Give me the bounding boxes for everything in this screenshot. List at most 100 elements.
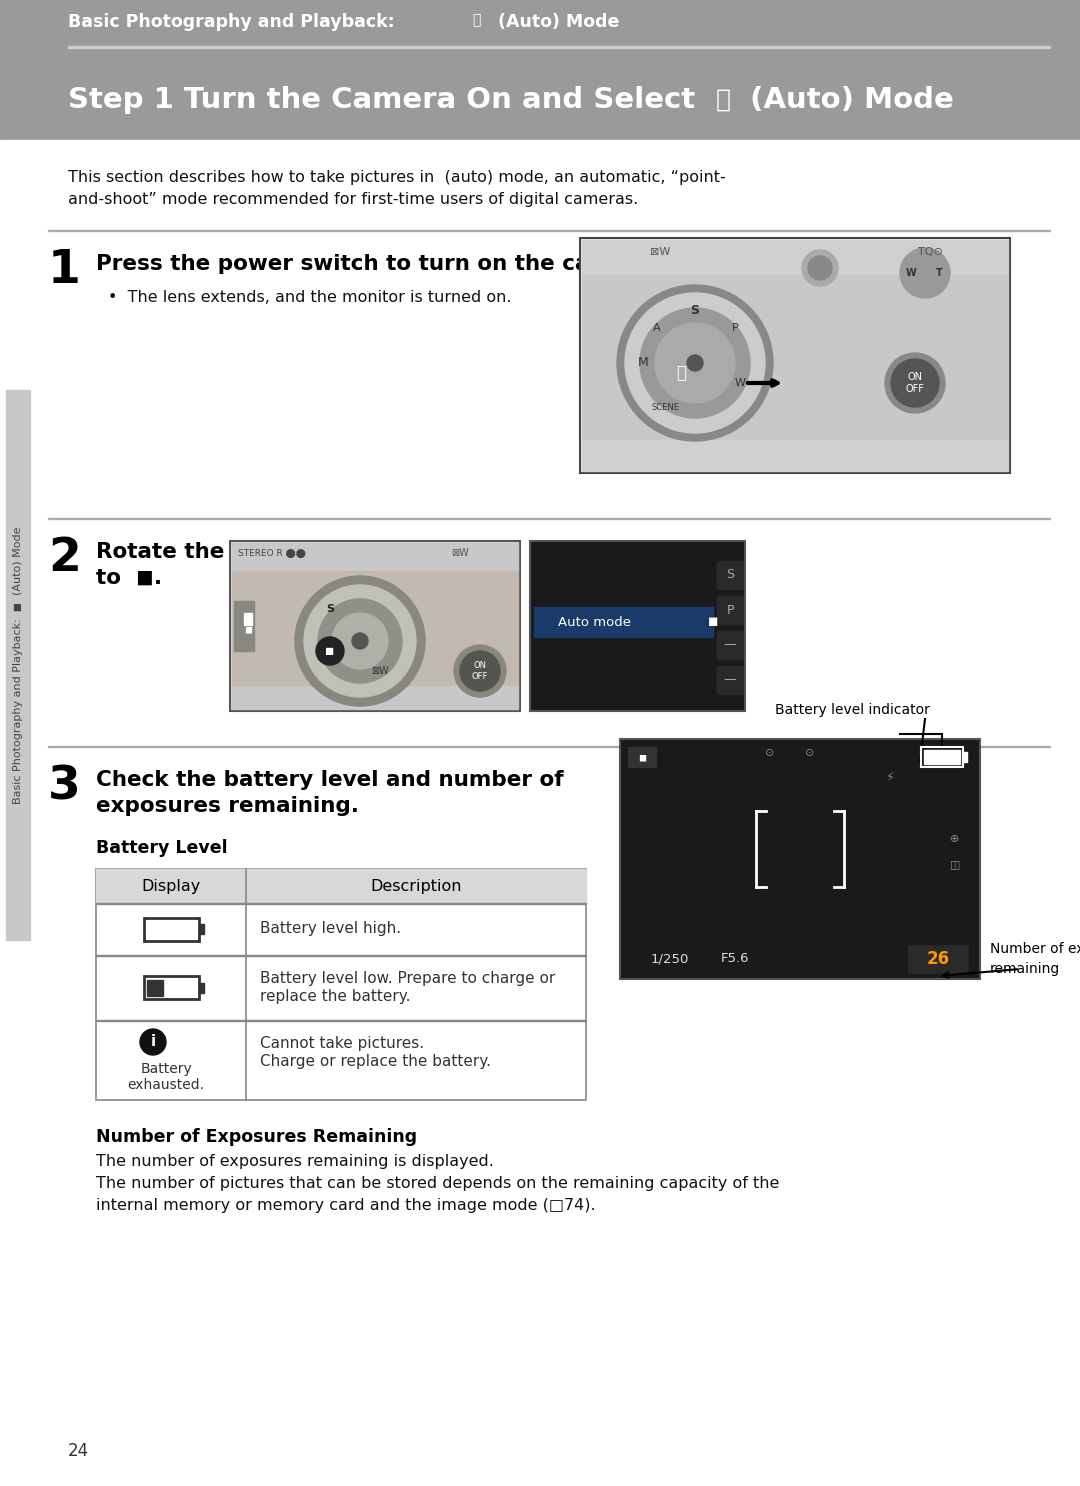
Bar xyxy=(717,632,743,658)
Text: Press the power switch to turn on the camera.: Press the power switch to turn on the ca… xyxy=(96,254,660,273)
Text: ON
OFF: ON OFF xyxy=(905,372,924,394)
Text: F5.6: F5.6 xyxy=(720,953,750,966)
Text: 3: 3 xyxy=(48,764,81,808)
Bar xyxy=(627,747,656,767)
Circle shape xyxy=(318,599,402,684)
Bar xyxy=(717,596,743,624)
Bar xyxy=(244,614,252,626)
Circle shape xyxy=(460,651,500,691)
Text: The number of exposures remaining is displayed.: The number of exposures remaining is dis… xyxy=(96,1155,494,1169)
Circle shape xyxy=(640,308,750,418)
Bar xyxy=(0,0,1080,140)
Circle shape xyxy=(352,633,368,649)
Text: ⊙: ⊙ xyxy=(766,747,774,758)
Text: W: W xyxy=(906,267,916,278)
FancyBboxPatch shape xyxy=(144,976,199,999)
Text: Auto mode: Auto mode xyxy=(558,615,632,629)
Text: SCENE: SCENE xyxy=(651,404,679,413)
Text: 1/250: 1/250 xyxy=(651,953,689,966)
Text: Battery level high.: Battery level high. xyxy=(260,921,401,936)
Text: Battery Level: Battery Level xyxy=(96,840,228,857)
Text: Rotate the mode dial: Rotate the mode dial xyxy=(96,542,351,562)
Text: —: — xyxy=(724,639,737,651)
Circle shape xyxy=(687,355,703,372)
Circle shape xyxy=(140,1028,166,1055)
Text: Check the battery level and number of: Check the battery level and number of xyxy=(96,770,564,791)
Text: W: W xyxy=(734,377,745,388)
Text: (Auto) Mode: (Auto) Mode xyxy=(492,13,619,31)
Text: ◼: ◼ xyxy=(638,752,646,762)
Circle shape xyxy=(303,585,416,697)
Text: ⊠W: ⊠W xyxy=(451,548,469,559)
Circle shape xyxy=(295,577,426,706)
Text: S: S xyxy=(690,305,700,318)
Bar xyxy=(580,238,1010,473)
Text: Battery: Battery xyxy=(140,1062,192,1076)
Circle shape xyxy=(900,248,950,299)
Text: Basic Photography and Playback:: Basic Photography and Playback: xyxy=(68,13,401,31)
Bar xyxy=(620,739,980,979)
Bar xyxy=(68,46,1050,48)
Text: Display: Display xyxy=(141,878,201,893)
Text: M: M xyxy=(637,357,648,370)
Text: ⊠W: ⊠W xyxy=(372,666,389,676)
Text: ◼: ◼ xyxy=(244,624,252,635)
Text: Step 1 Turn the Camera On and Select: Step 1 Turn the Camera On and Select xyxy=(68,86,705,114)
Bar xyxy=(96,869,586,903)
Bar xyxy=(232,687,518,709)
Bar xyxy=(924,750,960,764)
Circle shape xyxy=(617,285,773,441)
Text: exhausted.: exhausted. xyxy=(127,1077,204,1092)
Bar xyxy=(582,275,1008,440)
Text: ⚡: ⚡ xyxy=(886,771,894,783)
Bar xyxy=(963,752,967,762)
Text: Description: Description xyxy=(370,878,462,893)
FancyBboxPatch shape xyxy=(921,747,963,767)
Bar xyxy=(234,600,254,651)
Text: ◫: ◫ xyxy=(949,859,960,869)
Circle shape xyxy=(802,250,838,285)
Text: •  The lens extends, and the monitor is turned on.: • The lens extends, and the monitor is t… xyxy=(108,290,512,305)
Bar xyxy=(582,241,1008,275)
Text: 24: 24 xyxy=(68,1441,90,1461)
Text: 🔒: 🔒 xyxy=(676,364,686,382)
Text: 🔒: 🔒 xyxy=(716,88,731,111)
Text: (Auto) Mode: (Auto) Mode xyxy=(740,86,954,114)
Bar xyxy=(199,924,203,935)
Text: Charge or replace the battery.: Charge or replace the battery. xyxy=(260,1054,491,1068)
Text: 2: 2 xyxy=(48,536,81,581)
Bar xyxy=(230,541,519,710)
Text: TQ⊙: TQ⊙ xyxy=(918,247,943,257)
Text: ⊕: ⊕ xyxy=(950,834,960,844)
Bar xyxy=(232,571,518,687)
Circle shape xyxy=(316,637,345,666)
Text: S: S xyxy=(726,569,734,581)
Text: STEREO R ⬤⬤: STEREO R ⬤⬤ xyxy=(238,548,306,559)
Bar xyxy=(717,666,743,694)
Text: Number of exposures
remaining: Number of exposures remaining xyxy=(990,942,1080,976)
Bar xyxy=(530,541,745,710)
FancyBboxPatch shape xyxy=(144,917,199,941)
Circle shape xyxy=(332,614,388,669)
Circle shape xyxy=(808,256,832,279)
Text: ON
OFF: ON OFF xyxy=(472,661,488,681)
Text: ◼: ◼ xyxy=(325,646,335,655)
Text: ⊙: ⊙ xyxy=(806,747,814,758)
Text: and-shoot” mode recommended for first-time users of digital cameras.: and-shoot” mode recommended for first-ti… xyxy=(68,192,638,207)
Text: replace the battery.: replace the battery. xyxy=(260,990,410,1005)
Text: to  ◼.: to ◼. xyxy=(96,568,162,588)
Text: S: S xyxy=(326,603,334,614)
Text: Basic Photography and Playback:  ◼  (Auto) Mode: Basic Photography and Playback: ◼ (Auto)… xyxy=(13,526,23,804)
Text: —: — xyxy=(724,673,737,687)
Circle shape xyxy=(891,360,939,407)
Text: This section describes how to take pictures in  (auto) mode, an automatic, “poin: This section describes how to take pictu… xyxy=(68,169,726,184)
Text: The number of pictures that can be stored depends on the remaining capacity of t: The number of pictures that can be store… xyxy=(96,1175,780,1190)
Circle shape xyxy=(654,322,735,403)
Bar xyxy=(6,389,30,941)
Bar xyxy=(908,945,968,973)
Text: 🔒: 🔒 xyxy=(472,13,481,27)
Text: ◼: ◼ xyxy=(707,615,718,629)
Circle shape xyxy=(885,354,945,413)
Text: i: i xyxy=(150,1034,156,1049)
Bar xyxy=(582,440,1008,471)
